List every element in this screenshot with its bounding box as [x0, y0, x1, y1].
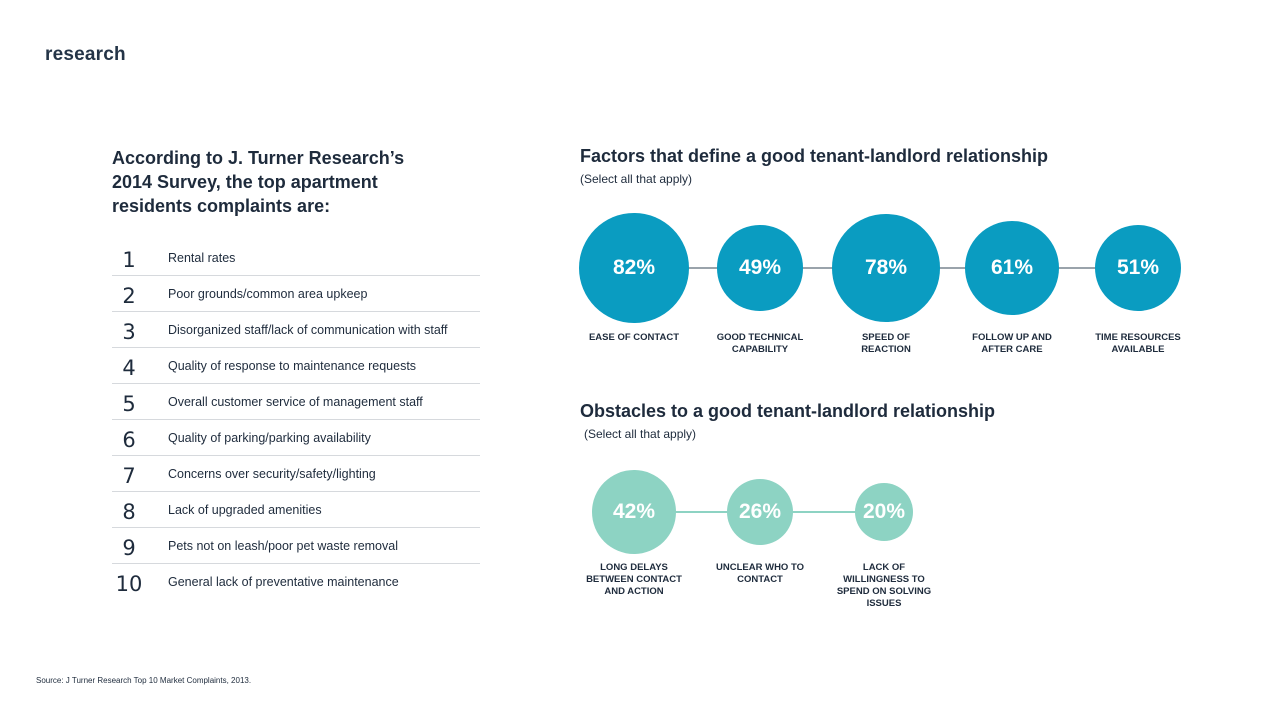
factors-subtitle: (Select all that apply) [580, 172, 693, 186]
complaint-text: Concerns over security/safety/lighting [168, 466, 376, 481]
bubble-label: TIME RESOURCES AVAILABLE [1095, 332, 1181, 355]
percent-bubble: 49% [717, 225, 803, 311]
rank-number: 4 [122, 355, 136, 380]
list-item: 3 Disorganized staff/lack of communicatio… [112, 312, 480, 348]
rank-number: 8 [122, 499, 136, 524]
list-item: 5 Overall customer service of management … [112, 384, 480, 420]
percent-bubble: 51% [1094, 224, 1182, 312]
percent-bubble: 26% [726, 478, 794, 546]
complaint-text: Disorganized staff/lack of communication… [168, 322, 448, 337]
factors-heading: Factors that define a good tenant-landlo… [580, 146, 1049, 166]
rank-number: 1 [122, 247, 136, 272]
percent-bubble: 61% [964, 220, 1060, 316]
bubble-label: SPEED OF REACTION [861, 332, 911, 355]
rank-number: 10 [115, 571, 143, 596]
rank-number: 3 [122, 319, 136, 344]
bubble-label: UNCLEAR WHO TO CONTACT [716, 562, 804, 585]
list-item: 7 Concerns over security/safety/lighting [112, 456, 480, 492]
complaints-list: 1 Rental rates 2 Poor grounds/common area … [112, 240, 480, 599]
complaint-text: General lack of preventative maintenance [168, 574, 399, 589]
bubble-label: EASE OF CONTACT [588, 332, 680, 343]
bubble-label: GOOD TECHNICAL CAPABILITY [716, 332, 804, 355]
bubble-label: FOLLOW UP AND AFTER CARE [972, 332, 1052, 355]
complaint-text: Quality of parking/parking availability [168, 430, 371, 445]
obstacles-subtitle: (Select all that apply) [584, 427, 697, 441]
list-item: 1 Rental rates [112, 240, 480, 276]
bubble-label: LONG DELAYS BETWEEN CONTACT AND ACTION [586, 562, 682, 597]
complaint-text: Poor grounds/common area upkeep [168, 286, 368, 301]
percent-bubble: 42% [592, 470, 676, 554]
list-item: 8 Lack of upgraded amenities [112, 492, 480, 528]
complaints-heading: According to J. Turner Research’s 2014 S… [112, 148, 405, 216]
rank-number: 7 [122, 463, 136, 488]
source-note: Source: J Turner Research Top 10 Market … [36, 676, 252, 685]
list-item: 6 Quality of parking/parking availability [112, 420, 480, 456]
complaint-text: Quality of response to maintenance reque… [168, 358, 417, 373]
complaint-text: Overall customer service of management s… [168, 394, 423, 409]
list-item: 2 Poor grounds/common area upkeep [112, 276, 480, 312]
complaint-text: Lack of upgraded amenities [168, 502, 322, 517]
list-item: 4 Quality of response to maintenance requ… [112, 348, 480, 384]
percent-bubble: 82% [579, 213, 689, 323]
bubble-label: LACK OF WILLINGNESS TO SPEND ON SOLVING … [836, 562, 932, 609]
list-item: 10 General lack of preventative maintenan… [112, 564, 480, 599]
rank-number: 2 [122, 283, 136, 308]
rank-number: 6 [122, 427, 136, 452]
brand-logo: research [45, 44, 126, 65]
rank-number: 9 [122, 535, 136, 560]
obstacles-heading: Obstacles to a good tenant-landlord rela… [580, 401, 996, 421]
percent-bubble: 78% [832, 214, 940, 322]
complaint-text: Rental rates [168, 250, 236, 265]
percent-bubble: 20% [855, 483, 913, 541]
rank-number: 5 [122, 391, 136, 416]
complaint-text: Pets not on leash/poor pet waste removal [168, 538, 398, 553]
list-item: 9 Pets not on leash/poor pet waste remova… [112, 528, 480, 564]
